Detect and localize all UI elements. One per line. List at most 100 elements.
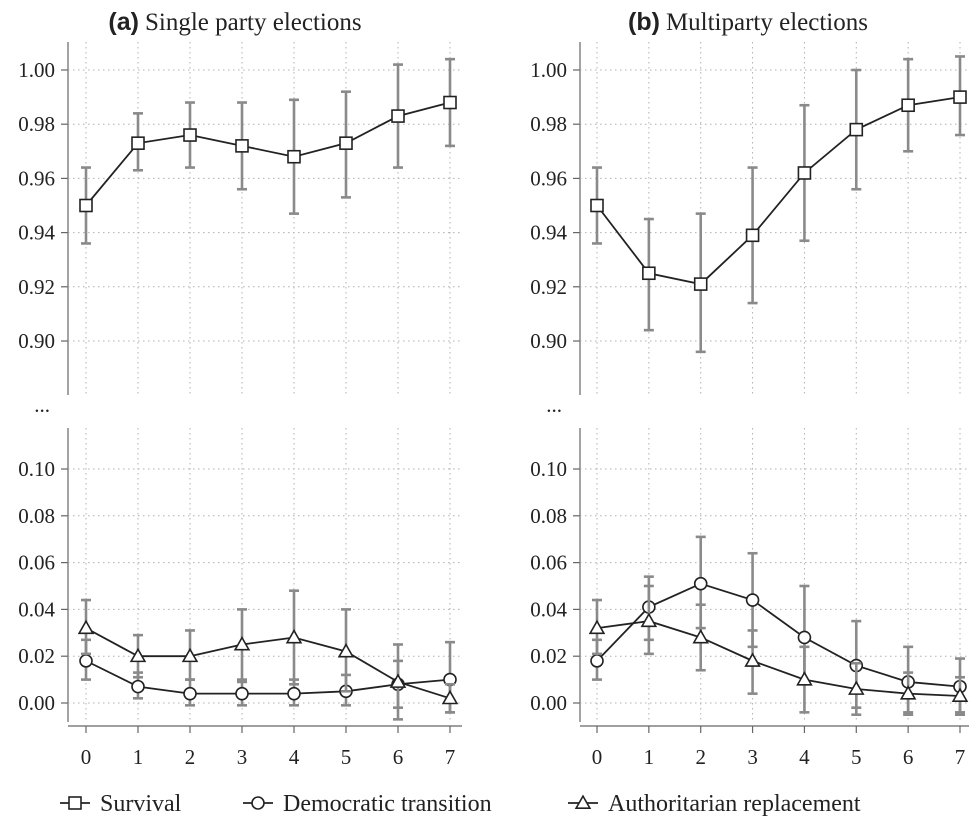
data-point bbox=[443, 95, 457, 110]
y-tick-label: 0.94 bbox=[18, 221, 55, 245]
series-square bbox=[79, 57, 457, 245]
data-point bbox=[640, 612, 658, 628]
series-line bbox=[596, 96, 961, 286]
data-point bbox=[797, 166, 812, 180]
data-point bbox=[441, 689, 459, 705]
data-point bbox=[391, 109, 405, 123]
data-point bbox=[692, 628, 709, 644]
x-tick-label: 6 bbox=[903, 745, 914, 769]
series-triangle bbox=[588, 584, 969, 717]
y-tick-label: 0.06 bbox=[18, 551, 55, 575]
x-tick-label: 1 bbox=[644, 745, 655, 769]
series-line bbox=[85, 101, 451, 207]
y-tick-label: 1.00 bbox=[530, 58, 567, 82]
y-tick-label: 0.08 bbox=[18, 504, 55, 528]
data-point bbox=[642, 266, 656, 281]
data-point bbox=[796, 671, 813, 686]
series-line bbox=[596, 620, 961, 697]
data-point bbox=[389, 673, 407, 688]
panel-title-text: Single party elections bbox=[145, 9, 362, 36]
data-point bbox=[848, 680, 865, 695]
data-point bbox=[183, 686, 197, 701]
x-tick-label: 7 bbox=[955, 745, 966, 769]
data-point bbox=[745, 228, 760, 243]
legend-label: Authoritarian replacement bbox=[608, 791, 861, 817]
data-point bbox=[129, 647, 147, 663]
panel-title: (b) Multiparty elections bbox=[628, 8, 868, 36]
y-tick-label: 0.90 bbox=[530, 329, 567, 353]
y-tick-label: 0.02 bbox=[18, 644, 55, 668]
x-tick-label: 2 bbox=[695, 745, 706, 769]
data-point bbox=[590, 654, 604, 668]
x-tick-label: 4 bbox=[289, 745, 300, 769]
axis-break-label: ... bbox=[34, 393, 50, 417]
x-tick-label: 5 bbox=[341, 745, 352, 769]
legend-marker bbox=[251, 796, 265, 810]
legend-label: Democratic transition bbox=[283, 791, 492, 817]
x-tick-label: 0 bbox=[592, 745, 603, 769]
panel-b: (b) Multiparty elections 1.00 0.98 0.96 0.94 0… bbox=[530, 8, 969, 769]
y-tick-label: 0.92 bbox=[530, 275, 567, 299]
y-tick-label: 0.96 bbox=[530, 166, 567, 190]
data-point bbox=[235, 686, 249, 701]
y-tick-label: 0.06 bbox=[530, 551, 567, 575]
series-triangle bbox=[77, 589, 459, 721]
data-point bbox=[79, 654, 93, 668]
y-tick-label: 0.00 bbox=[18, 691, 55, 715]
panel-title-text: Multiparty elections bbox=[666, 9, 868, 36]
y-tick-label: 0.92 bbox=[18, 275, 55, 299]
y-tick-label: 0.04 bbox=[530, 597, 567, 621]
legend-item: Survival bbox=[60, 791, 182, 817]
data-point bbox=[693, 277, 708, 291]
data-point bbox=[337, 643, 355, 658]
data-point bbox=[77, 619, 95, 635]
y-tick-label: 0.98 bbox=[530, 112, 567, 136]
legend-item: Democratic transition bbox=[243, 791, 492, 817]
x-tick-label: 5 bbox=[851, 745, 862, 769]
y-tick-label: 0.08 bbox=[530, 504, 567, 528]
data-point bbox=[953, 90, 967, 104]
data-point bbox=[951, 687, 969, 702]
data-point bbox=[590, 198, 604, 213]
y-tick-label: 0.10 bbox=[530, 457, 567, 481]
x-tick-label: 7 bbox=[445, 745, 456, 769]
legend-item: Authoritarian replacement bbox=[568, 791, 861, 817]
data-point bbox=[181, 647, 199, 663]
x-tick-label: 3 bbox=[747, 745, 758, 769]
data-point bbox=[79, 198, 93, 213]
panel-a: (a) Single party elections 1.00 0.98 0.96 0.9… bbox=[18, 8, 462, 769]
series-square bbox=[590, 55, 967, 354]
legend-label: Survival bbox=[100, 791, 182, 817]
x-tick-label: 3 bbox=[237, 745, 248, 769]
data-point bbox=[233, 635, 251, 651]
panel-title: (a) Single party elections bbox=[108, 8, 361, 36]
data-point bbox=[131, 679, 145, 694]
data-point bbox=[131, 136, 145, 150]
data-point bbox=[339, 136, 353, 150]
data-point bbox=[285, 628, 303, 644]
axis-break-label: ... bbox=[546, 393, 562, 417]
series-line bbox=[85, 660, 451, 695]
y-tick-label: 0.04 bbox=[18, 597, 55, 621]
x-tick-label: 0 bbox=[81, 745, 92, 769]
data-point bbox=[744, 652, 761, 667]
y-tick-label: 0.94 bbox=[530, 221, 567, 245]
y-tick-label: 0.90 bbox=[18, 329, 55, 353]
y-tick-label: 0.98 bbox=[18, 112, 55, 136]
data-point bbox=[287, 149, 301, 164]
x-tick-label: 6 bbox=[393, 745, 404, 769]
y-tick-label: 1.00 bbox=[18, 58, 55, 82]
x-tick-label: 2 bbox=[185, 745, 196, 769]
y-tick-label: 0.96 bbox=[18, 166, 55, 190]
data-point bbox=[287, 686, 301, 701]
legend-marker bbox=[68, 796, 82, 810]
panel-letter: (a) bbox=[108, 8, 139, 36]
data-point bbox=[183, 128, 197, 142]
data-point bbox=[901, 98, 915, 113]
data-point bbox=[588, 619, 606, 635]
y-tick-label: 0.10 bbox=[18, 457, 55, 481]
data-point bbox=[899, 685, 917, 700]
series-line bbox=[85, 627, 451, 700]
x-tick-label: 4 bbox=[799, 745, 810, 769]
